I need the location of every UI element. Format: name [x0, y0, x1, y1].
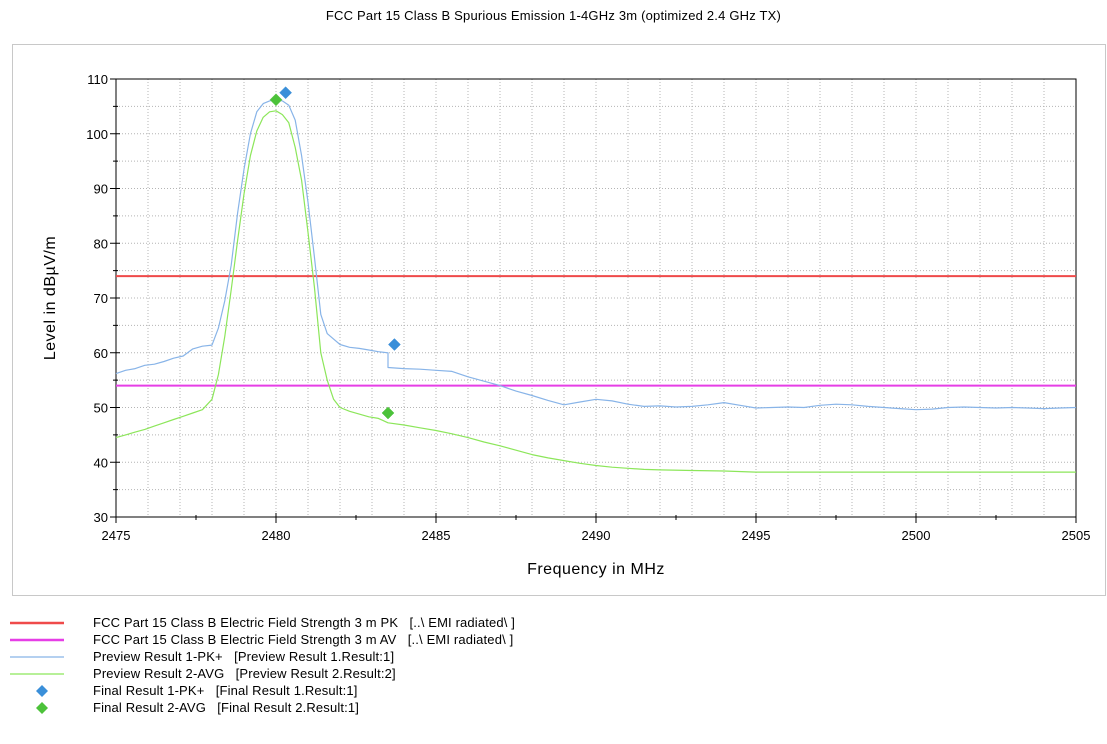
legend-marker-diamond — [36, 702, 48, 714]
chart-title: FCC Part 15 Class B Spurious Emission 1-… — [0, 8, 1107, 23]
x-tick-label: 2485 — [422, 528, 451, 543]
legend-label: Final Result 2-AVG [Final Result 2.Resul… — [93, 700, 359, 715]
series-preview-result-2-avg — [116, 111, 1076, 472]
y-tick-label: 30 — [94, 510, 108, 525]
marker-final-result-2-avg — [270, 94, 282, 106]
x-tick-label: 2490 — [582, 528, 611, 543]
legend-item: FCC Part 15 Class B Electric Field Stren… — [0, 631, 800, 649]
x-tick-label: 2480 — [262, 528, 291, 543]
legend-item: Final Result 1-PK+ [Final Result 1.Resul… — [0, 682, 800, 700]
legend-swatch — [8, 631, 64, 649]
legend-item: Final Result 2-AVG [Final Result 2.Resul… — [0, 699, 800, 717]
y-tick-label: 110 — [87, 72, 108, 87]
legend-item: Preview Result 1-PK+ [Preview Result 1.R… — [0, 648, 800, 666]
marker-final-result-1-pk- — [280, 87, 292, 99]
y-tick-label: 80 — [94, 236, 108, 251]
series-layer — [116, 99, 1076, 472]
y-tick-label: 60 — [94, 346, 108, 361]
legend-item: Preview Result 2-AVG [Preview Result 2.R… — [0, 665, 800, 683]
legend-label: Preview Result 1-PK+ [Preview Result 1.R… — [93, 649, 394, 664]
grid-layer — [116, 79, 1076, 517]
legend-label: FCC Part 15 Class B Electric Field Stren… — [93, 615, 515, 630]
legend-swatch — [8, 648, 64, 666]
y-tick-label: 40 — [94, 455, 108, 470]
plot-frame: 30 40 50 60 70 80 90 100 110 2475 2480 2485 2490 2495… — [12, 44, 1106, 596]
y-tick-label: 90 — [94, 182, 108, 197]
y-tick-label: 50 — [94, 401, 108, 416]
legend-label: Final Result 1-PK+ [Final Result 1.Resul… — [93, 683, 357, 698]
legend-swatch — [8, 699, 64, 717]
x-axis-label: Frequency in MHz — [527, 561, 665, 578]
legend-item: FCC Part 15 Class B Electric Field Stren… — [0, 614, 800, 632]
axis-layer — [110, 79, 1076, 523]
marker-final-result-2-avg — [382, 407, 394, 419]
legend-marker-diamond — [36, 685, 48, 697]
y-tick-label: 100 — [86, 127, 108, 142]
legend-swatch — [8, 682, 64, 700]
marker-final-result-1-pk- — [388, 339, 400, 351]
legend-swatch — [8, 665, 64, 683]
legend-label: Preview Result 2-AVG [Preview Result 2.R… — [93, 666, 396, 681]
legend-label: FCC Part 15 Class B Electric Field Stren… — [93, 632, 513, 647]
x-tick-label: 2505 — [1062, 528, 1091, 543]
legend-swatch — [8, 614, 64, 632]
y-axis-label: Level in dBµV/m — [42, 236, 59, 360]
x-tick-label: 2475 — [102, 528, 131, 543]
chart-canvas: 30 40 50 60 70 80 90 100 110 2475 2480 2485 2490 2495… — [13, 45, 1107, 597]
marker-layer — [270, 87, 400, 419]
x-tick-label: 2500 — [902, 528, 931, 543]
x-tick-label: 2495 — [742, 528, 771, 543]
y-tick-label: 70 — [94, 291, 108, 306]
